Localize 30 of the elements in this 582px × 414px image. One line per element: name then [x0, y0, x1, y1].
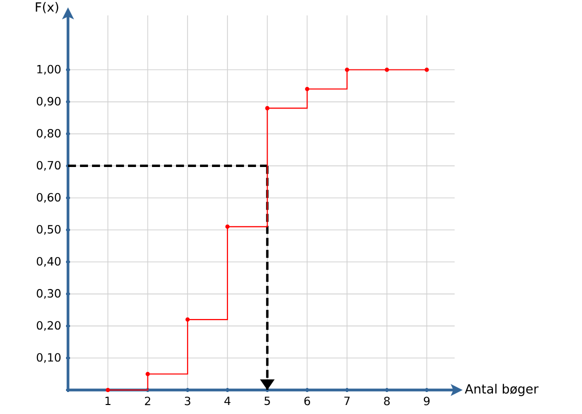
x-tick-label: 2	[144, 396, 150, 406]
point	[106, 388, 110, 392]
y-tick-label: 0,30	[36, 289, 61, 299]
y-tick-label: 0,70	[36, 160, 61, 171]
x-tick-label: 1	[106, 396, 110, 405]
point	[185, 317, 190, 322]
point	[344, 68, 350, 72]
point	[384, 68, 390, 72]
x-tick-label: 5	[264, 396, 270, 406]
y-axis-title: F(x)	[36, 2, 58, 14]
y-tick-label: 0,40	[36, 257, 61, 267]
point	[424, 68, 429, 72]
x-tick-label: 9	[424, 396, 430, 406]
y-tick-label: 0,10	[36, 353, 61, 363]
x-tick-label: 4	[224, 396, 230, 405]
point	[265, 106, 270, 110]
point	[225, 224, 230, 229]
y-tick-label: 0,60	[36, 192, 61, 203]
point	[305, 86, 310, 92]
y-tick-label: 0,20	[36, 321, 61, 331]
x-axis-title: Antal bøger	[464, 384, 538, 396]
y-tick-label: 1,00	[37, 64, 61, 75]
y-tick-label: 0,80	[36, 128, 61, 139]
point	[146, 372, 150, 376]
x-tick-label: 3	[184, 396, 190, 406]
x-tick-label: 7	[344, 396, 350, 405]
x-tick-label: 8	[384, 396, 390, 406]
y-tick-label: 0,50	[36, 225, 61, 235]
y-tick-label: 0,90	[36, 96, 61, 107]
x-tick-label: 6	[304, 396, 310, 406]
